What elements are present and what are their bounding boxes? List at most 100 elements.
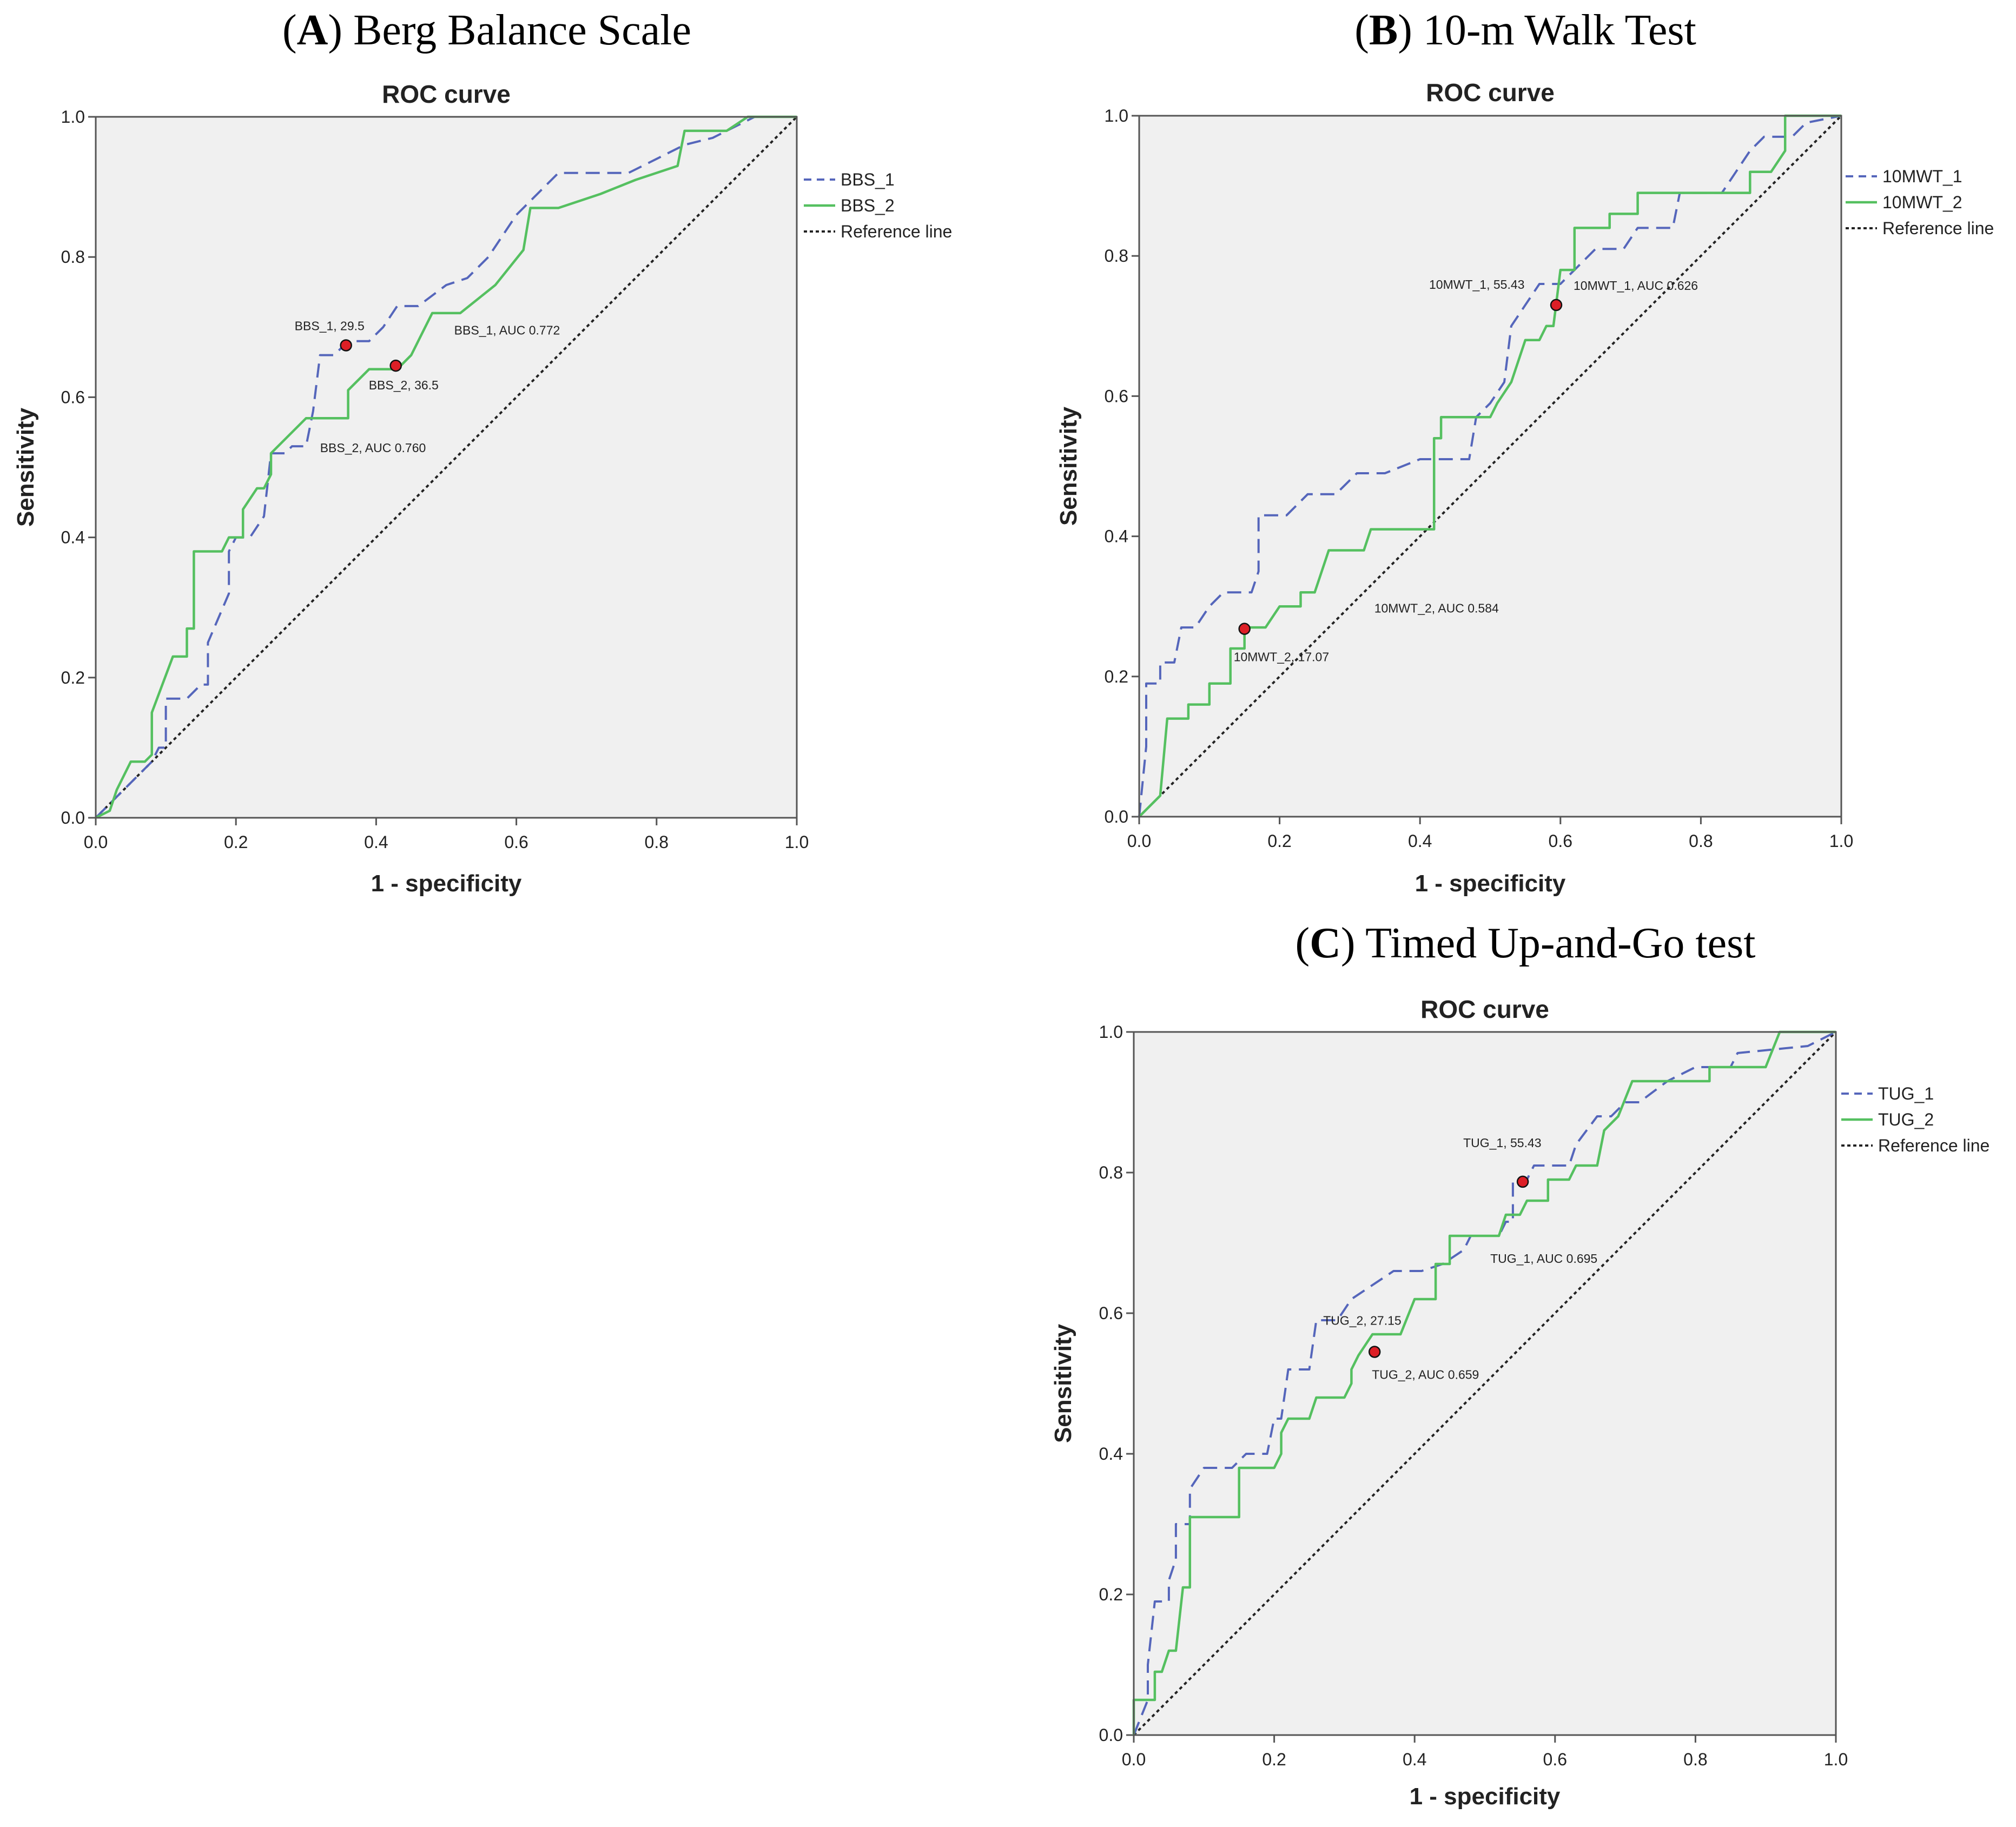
y-tick-label: 1.0	[1099, 1022, 1123, 1042]
x-tick-label: 0.2	[1262, 1750, 1286, 1769]
cutoff-label: 10MWT_2, 17.07	[1234, 650, 1329, 664]
caption-title: Timed Up-and-Go test	[1365, 919, 1755, 967]
x-tick-label: 1.0	[1829, 831, 1853, 851]
y-axis-label: Sensitivity	[1055, 406, 1082, 526]
roc-panel-b: (B) 10-m Walk Test ROC curve 0.0 0.2 0.4 0.6 0…	[1055, 6, 1994, 897]
y-tick-label: 0.2	[1099, 1585, 1123, 1604]
cutoff-label: BBS_1, 29.5	[295, 319, 365, 333]
y-tick-label: 0.2	[1105, 667, 1128, 686]
caption-paren-close: )	[1341, 919, 1365, 967]
x-tick-label: 0.6	[1543, 1750, 1567, 1769]
panel-caption: (A) Berg Balance Scale	[282, 6, 691, 54]
series-line-tug_2	[1132, 1030, 1836, 1735]
plot-border	[95, 116, 798, 819]
caption-letter: A	[297, 6, 328, 54]
x-tick-label: 0.2	[224, 832, 248, 852]
y-tick-label: 0.6	[61, 387, 85, 407]
x-tick-label: 0.8	[645, 832, 669, 852]
x-tick-label: 0.8	[1683, 1750, 1707, 1769]
plot-border	[1138, 115, 1842, 818]
caption-paren-close: )	[1398, 6, 1423, 54]
panel-caption: (B) 10-m Walk Test	[1354, 6, 1696, 54]
caption-title: Berg Balance Scale	[353, 6, 691, 54]
y-tick-label: 0.8	[1105, 246, 1128, 266]
legend-label: Reference line	[1882, 219, 1994, 238]
y-tick-label: 0.0	[61, 808, 85, 828]
cutoff-label: 10MWT_1, 55.43	[1429, 277, 1524, 292]
cutoff-label: TUG_2, 27.15	[1323, 1314, 1401, 1328]
roc-panel-c: (C) Timed Up-and-Go test ROC curve 0.0 0.2 0…	[1050, 919, 1989, 1810]
y-tick-label: 1.0	[1105, 106, 1128, 125]
cutoff-label: BBS_2, 36.5	[369, 378, 439, 392]
cutoff-point-bbs_2	[389, 359, 402, 372]
y-axis-label: Sensitivity	[12, 407, 39, 527]
cutoff-point-tug_2	[1368, 1346, 1381, 1358]
y-axis-label: Sensitivity	[1050, 1323, 1076, 1443]
auc-label: BBS_2, AUC 0.760	[320, 441, 426, 455]
chart-title: ROC curve	[382, 80, 511, 108]
y-tick-label: 0.2	[61, 668, 85, 687]
series-line-10mwt_2	[1138, 114, 1841, 818]
x-tick-label: 1.0	[785, 832, 809, 852]
cutoff-point-bbs_1	[340, 339, 352, 352]
legend-label: TUG_2	[1878, 1110, 1934, 1129]
cutoff-point-10mwt_2	[1238, 623, 1251, 635]
y-tick-label: 0.6	[1099, 1303, 1123, 1323]
chart-title: ROC curve	[1426, 78, 1555, 107]
x-axis-label: 1 - specificity	[1410, 1783, 1561, 1810]
x-tick-label: 0.4	[364, 832, 388, 852]
auc-label: TUG_1, AUC 0.695	[1490, 1252, 1597, 1266]
x-axis-label: 1 - specificity	[371, 870, 522, 897]
x-tick-label: 0.6	[504, 832, 528, 852]
auc-label: BBS_1, AUC 0.772	[454, 323, 560, 337]
x-tick-label: 0.4	[1408, 831, 1432, 851]
caption-paren-close: )	[328, 6, 353, 54]
cutoff-point-tug_1	[1516, 1175, 1529, 1188]
x-axis-label: 1 - specificity	[1415, 870, 1566, 897]
series-line-tug_1	[1133, 1031, 1836, 1736]
x-tick-label: 0.4	[1403, 1750, 1426, 1769]
roc-panel-a: (A) Berg Balance Scale ROC curve 0.0 0.2 0.4…	[12, 6, 952, 897]
plot-area	[1133, 1031, 1837, 1736]
auc-label: 10MWT_1, AUC 0.626	[1574, 279, 1698, 293]
plot-border	[1133, 1031, 1837, 1736]
y-tick-label: 0.4	[1099, 1444, 1123, 1464]
x-tick-label: 1.0	[1824, 1750, 1848, 1769]
series-line-bbs_2	[95, 115, 797, 819]
auc-label: 10MWT_2, AUC 0.584	[1374, 601, 1499, 615]
series-line-reference line	[95, 116, 798, 819]
legend-label: BBS_1	[841, 170, 895, 189]
y-tick-label: 0.8	[61, 247, 85, 267]
legend-label: 10MWT_1	[1882, 167, 1962, 186]
y-tick-label: 1.0	[61, 107, 85, 127]
x-tick-label: 0.0	[1127, 831, 1151, 851]
auc-label: TUG_2, AUC 0.659	[1372, 1368, 1479, 1382]
caption-letter: B	[1369, 6, 1398, 54]
caption-paren-open: (	[282, 6, 297, 54]
y-tick-label: 0.0	[1099, 1725, 1123, 1745]
panel-caption: (C) Timed Up-and-Go test	[1295, 919, 1755, 967]
y-tick-label: 0.8	[1099, 1163, 1123, 1182]
cutoff-label: TUG_1, 55.43	[1463, 1136, 1541, 1150]
x-tick-label: 0.6	[1549, 831, 1572, 851]
legend-label: TUG_1	[1878, 1084, 1934, 1103]
x-tick-label: 0.0	[1122, 1750, 1146, 1769]
y-tick-label: 0.0	[1105, 807, 1128, 826]
legend-label: 10MWT_2	[1882, 193, 1962, 212]
legend-label: Reference line	[1878, 1136, 1989, 1155]
legend-label: Reference line	[841, 222, 952, 241]
x-tick-label: 0.0	[84, 832, 108, 852]
y-tick-label: 0.4	[1105, 527, 1128, 546]
caption-paren-open: (	[1295, 919, 1310, 967]
y-tick-label: 0.6	[1105, 386, 1128, 406]
chart-title: ROC curve	[1420, 995, 1549, 1023]
x-tick-label: 0.2	[1267, 831, 1291, 851]
y-tick-label: 0.4	[61, 528, 85, 547]
legend-label: BBS_2	[841, 196, 895, 215]
caption-paren-open: (	[1354, 6, 1369, 54]
cutoff-point-10mwt_1	[1550, 299, 1563, 312]
caption-title: 10-m Walk Test	[1423, 6, 1696, 54]
caption-letter: C	[1310, 919, 1341, 967]
x-tick-label: 0.8	[1689, 831, 1713, 851]
